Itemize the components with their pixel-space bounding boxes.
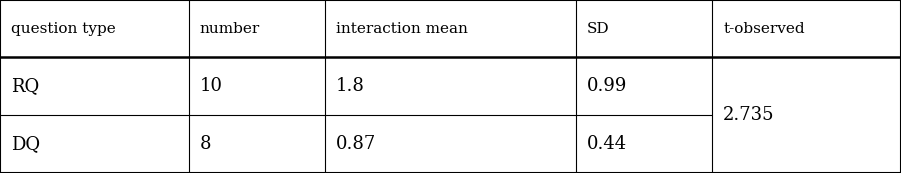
Text: SD: SD xyxy=(587,22,610,35)
Text: 0.44: 0.44 xyxy=(587,135,627,153)
Text: 10: 10 xyxy=(199,77,223,95)
Text: 8: 8 xyxy=(199,135,211,153)
Text: 1.8: 1.8 xyxy=(335,77,365,95)
Text: interaction mean: interaction mean xyxy=(335,22,468,35)
Text: question type: question type xyxy=(11,22,115,35)
Text: t-observed: t-observed xyxy=(724,22,805,35)
Text: 0.99: 0.99 xyxy=(587,77,627,95)
Text: 2.735: 2.735 xyxy=(724,106,775,124)
Text: DQ: DQ xyxy=(11,135,40,153)
Text: number: number xyxy=(199,22,259,35)
Text: 0.87: 0.87 xyxy=(335,135,376,153)
Text: RQ: RQ xyxy=(11,77,39,95)
